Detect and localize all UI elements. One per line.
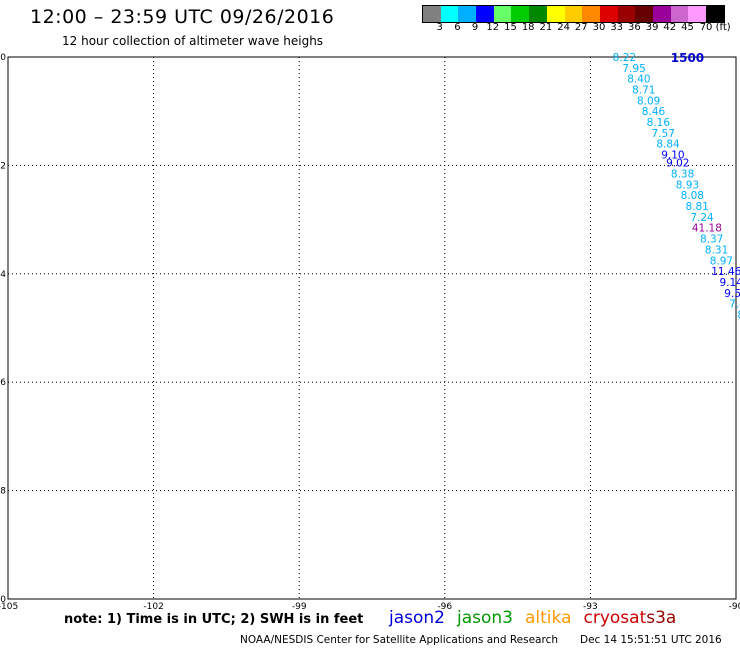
satellite-legend-item: s3a (646, 608, 677, 628)
color-scale-cell (458, 6, 477, 22)
color-scale-cell (706, 6, 724, 22)
y-tick-label: -20 (0, 53, 6, 63)
x-tick-label: -90 (729, 602, 740, 612)
swh-data-label: 8.31 (705, 244, 728, 256)
swh-data-label: 8.71 (632, 85, 655, 97)
y-tick-label: -24 (0, 270, 6, 280)
color-scale-cell (493, 6, 512, 22)
swh-data-label: 8.84 (656, 139, 680, 151)
swh-data-label: 8.09 (637, 95, 660, 107)
color-scale-label: 9 (471, 22, 479, 33)
swh-data-label: 7.24 (690, 212, 714, 224)
x-tick-label: -102 (143, 602, 163, 612)
swh-data-label: 8.08 (681, 190, 704, 202)
color-scale-cell (617, 6, 636, 22)
swh-data-label: 8.22 (613, 52, 636, 64)
footer-note: note: 1) Time is in UTC; 2) SWH is in fe… (64, 612, 364, 627)
swh-data-label: 7.57 (652, 128, 675, 140)
swh-data-label: 8.93 (676, 179, 699, 191)
swh-data-label: 41.18 (692, 223, 722, 235)
color-scale-label: 18 (521, 22, 535, 33)
color-scale-label: 39 (645, 22, 659, 33)
color-scale-label: 36 (628, 22, 641, 33)
swh-data-label: 9.14 (719, 277, 740, 289)
color-scale-labels: 3 6 9 12 15 18 21 24 27 30 33 36 39 42 45 70 (ft) (422, 22, 740, 36)
color-scale-cell (688, 6, 706, 22)
swh-data-label: 9.10 (661, 150, 684, 162)
color-scale-cell (440, 6, 459, 22)
color-scale-cell (546, 6, 565, 22)
chart-title: 12:00 – 23:59 UTC 09/26/2016 (30, 6, 335, 28)
y-tick-label: -22 (0, 161, 6, 171)
swh-data-label: 9.51 (724, 288, 740, 300)
swh-data-label: 8.38 (671, 169, 694, 181)
color-scale-cell (652, 6, 671, 22)
time-label: 1500 (671, 51, 704, 65)
color-scale-label: 42 (663, 22, 677, 33)
color-scale-label: 3 (436, 22, 443, 33)
swh-data-label: 8.16 (647, 117, 671, 129)
color-scale-label: 27 (574, 22, 588, 33)
color-scale-label: 21 (539, 22, 553, 33)
swh-data-label: 7.49 (729, 299, 740, 311)
satellite-legend-item: jason2 (389, 608, 445, 628)
plot-frame (7, 56, 737, 600)
swh-data-label: 8.37 (700, 234, 723, 246)
y-tick-label: -30 (0, 595, 6, 605)
chart-subtitle: 12 hour collection of altimeter wave hei… (62, 34, 324, 48)
color-scale-label: 24 (557, 22, 570, 33)
x-tick-label: -96 (437, 602, 452, 612)
satellite-legend-item: jason3 (457, 608, 513, 628)
color-scale-label: 70 (ft) (699, 22, 731, 33)
swh-data-label: 7.95 (622, 63, 645, 75)
satellite-legend: jason2 jason3 altika cryosats3a (389, 608, 688, 628)
color-scale-cell (423, 6, 441, 22)
color-scale-cell (529, 6, 547, 22)
satellite-legend-item: cryosat (583, 608, 647, 628)
color-scale-cell (476, 6, 494, 22)
swh-data-label: 8.81 (685, 201, 708, 213)
x-tick-label: -93 (583, 602, 598, 612)
y-tick-label: -28 (0, 487, 6, 497)
y-tick-label: -26 (0, 378, 6, 388)
color-scale-cell (582, 6, 600, 22)
color-scale-label: 30 (592, 22, 606, 33)
swh-data-label: 8.4 (737, 309, 740, 321)
color-scale-bar (422, 5, 725, 23)
swh-data-label: 8.40 (627, 74, 650, 86)
color-scale-cell (564, 6, 583, 22)
x-tick-label: -105 (0, 602, 18, 612)
x-tick-label: -99 (292, 602, 307, 612)
generation-timestamp: Dec 14 15:51:51 UTC 2016 (580, 634, 722, 646)
color-scale-label: 12 (486, 22, 500, 33)
color-scale-cell (635, 6, 653, 22)
color-scale-cell (599, 6, 618, 22)
satellite-legend-item: altika (525, 608, 572, 628)
color-scale-label: 6 (454, 22, 461, 33)
swh-data-label: 9.02 (666, 158, 689, 170)
color-scale-label: 45 (681, 22, 694, 33)
color-scale-cell (670, 6, 689, 22)
swh-data-label: 11.46 (711, 266, 740, 278)
color-scale-label: 15 (504, 22, 517, 33)
color-scale-cell (511, 6, 530, 22)
swh-data-label: 8.97 (710, 255, 733, 267)
credit-line: NOAA/NESDIS Center for Satellite Applica… (240, 634, 558, 646)
color-scale-label: 33 (610, 22, 624, 33)
swh-data-label: 8.46 (642, 106, 666, 118)
